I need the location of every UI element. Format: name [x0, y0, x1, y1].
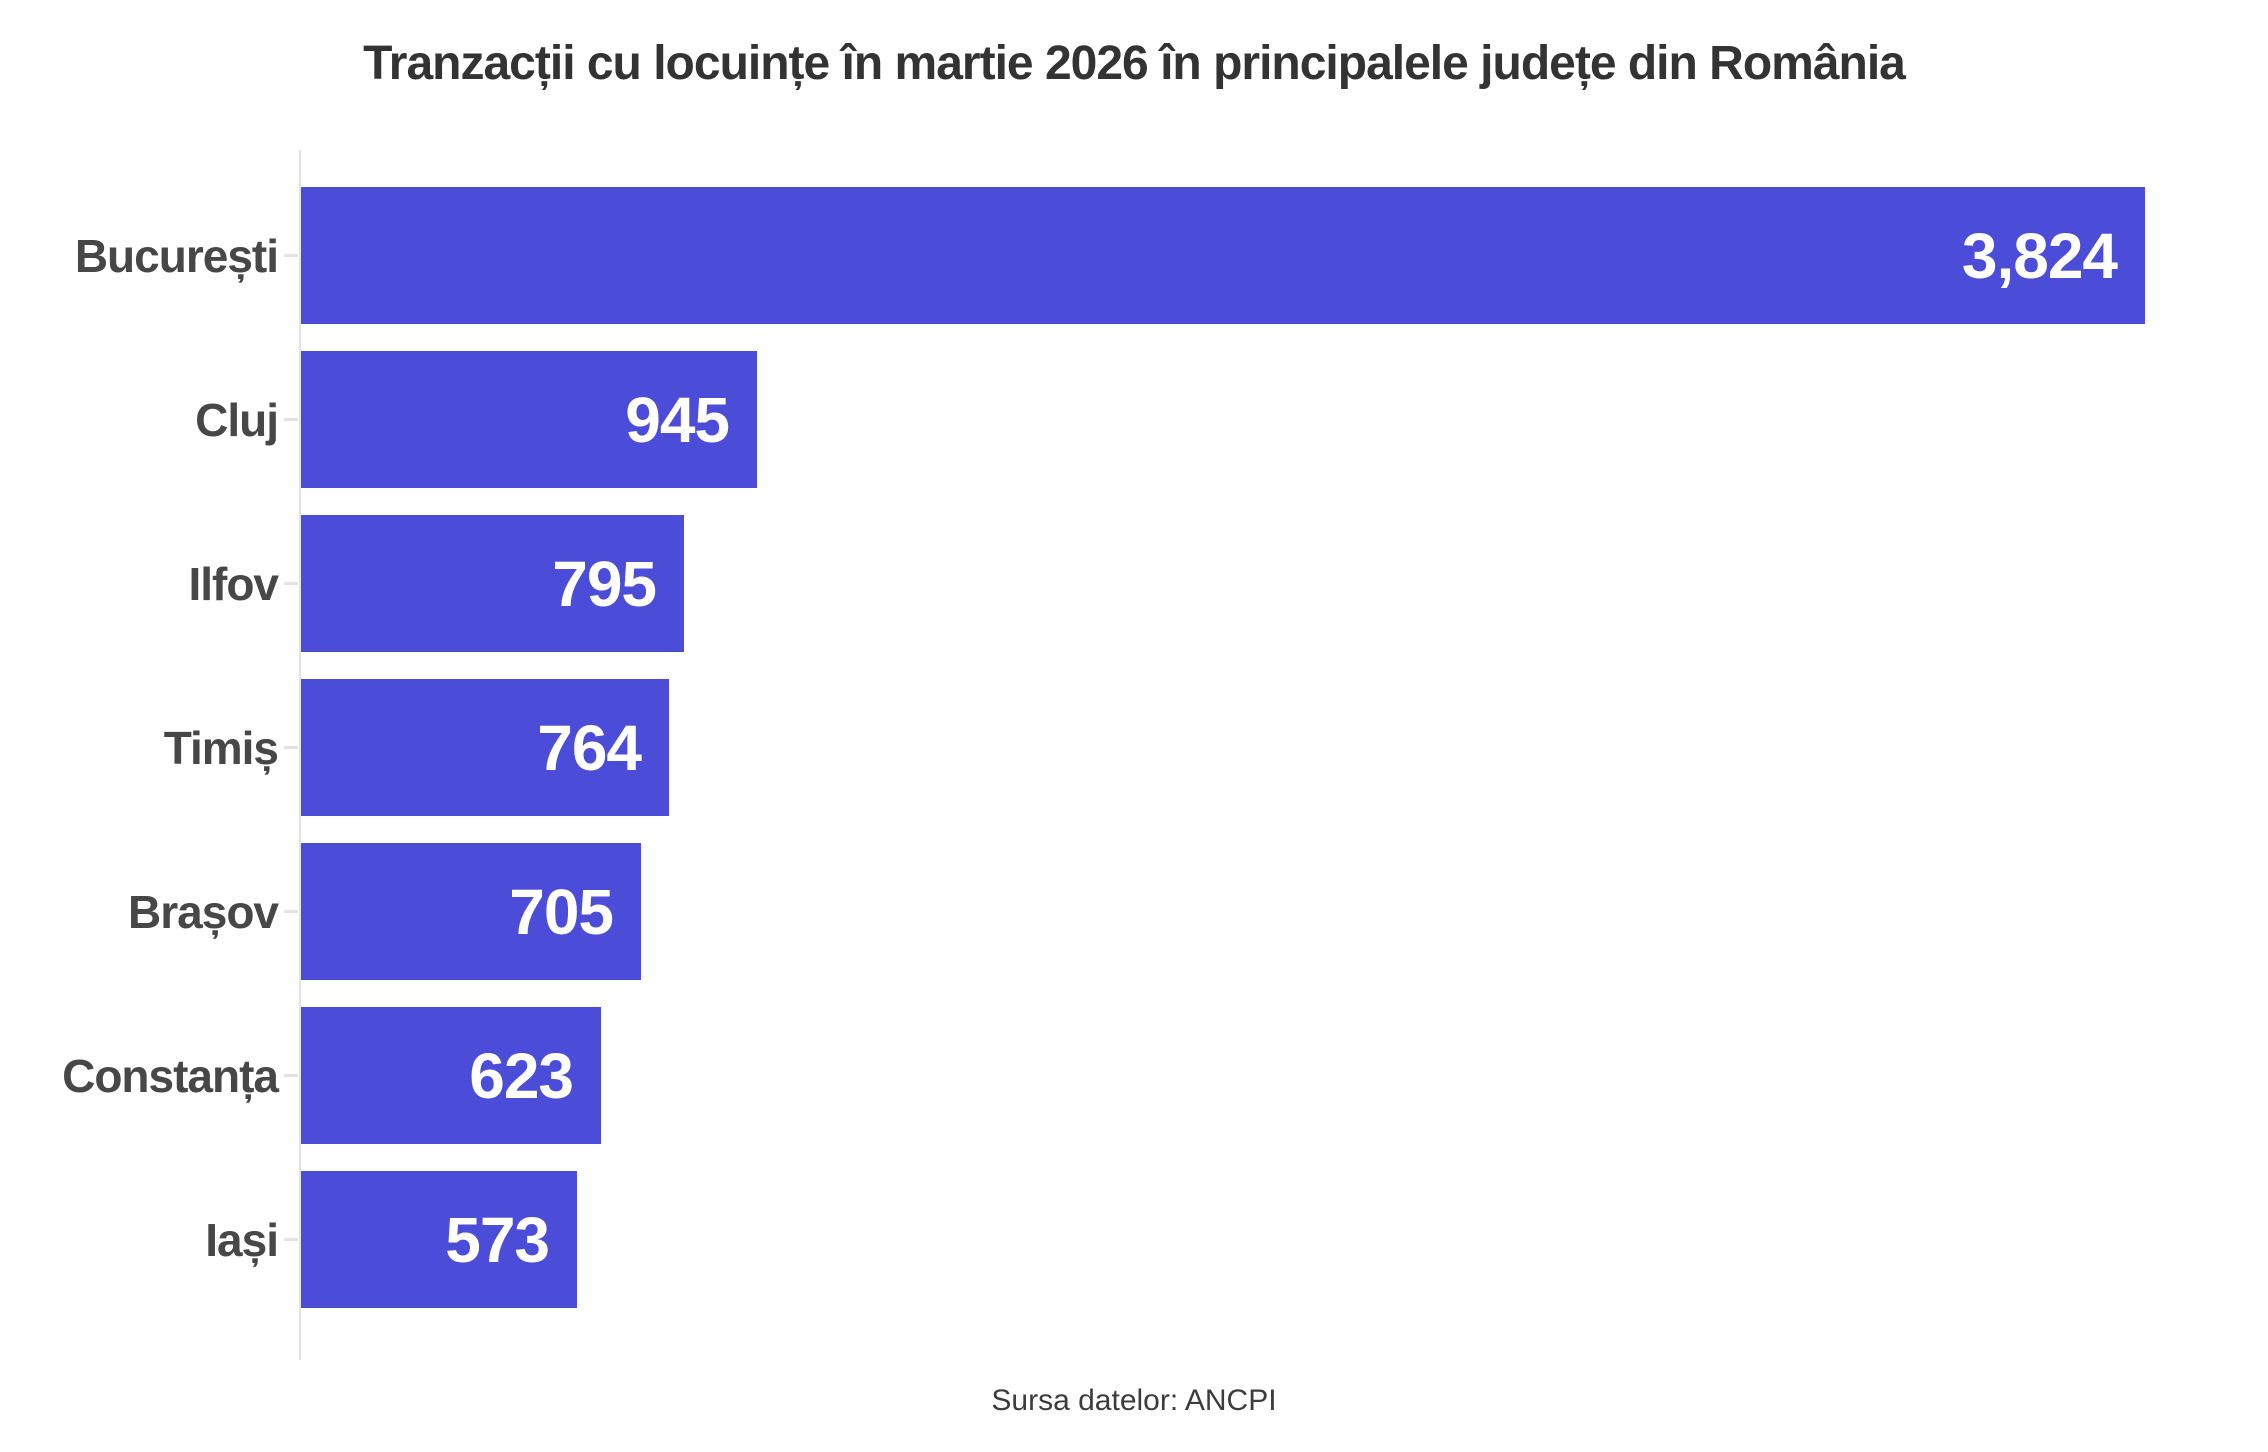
category-label: Iași — [205, 1213, 279, 1266]
category-label: Cluj — [195, 393, 279, 446]
value-label: 573 — [445, 1203, 550, 1276]
category-label: Timiș — [163, 721, 279, 774]
axis-tick — [284, 1074, 298, 1077]
bar[interactable]: 3,824 — [301, 187, 2145, 324]
bar-row: București 3,824 — [0, 187, 2268, 324]
source-caption: Sursa datelor: ANCPI — [991, 1384, 1277, 1417]
bar-row: Timiș 764 — [0, 679, 2268, 816]
axis-tick — [284, 418, 298, 421]
bar-row: Constanța 623 — [0, 1007, 2268, 1144]
value-label: 705 — [509, 875, 614, 948]
category-label: Brașov — [128, 885, 279, 938]
chart-title: Tranzacții cu locuințe în martie 2026 în… — [363, 37, 1906, 90]
y-axis-line — [299, 150, 301, 1360]
bar-row: Ilfov 795 — [0, 515, 2268, 652]
category-label: Constanța — [62, 1049, 279, 1102]
axis-tick — [284, 254, 298, 257]
bar-row: Iași 573 — [0, 1171, 2268, 1308]
axis-tick — [284, 746, 298, 749]
bar[interactable]: 945 — [301, 351, 757, 488]
category-label: București — [74, 229, 279, 282]
value-label: 795 — [552, 547, 657, 620]
axis-tick — [284, 582, 298, 585]
bar-row: Brașov 705 — [0, 843, 2268, 980]
value-label: 3,824 — [1961, 219, 2118, 292]
axis-tick — [284, 1238, 298, 1241]
axis-tick — [284, 910, 298, 913]
bar[interactable]: 705 — [301, 843, 641, 980]
bar[interactable]: 795 — [301, 515, 684, 652]
value-label: 945 — [625, 383, 730, 456]
bar[interactable]: 573 — [301, 1171, 577, 1308]
category-label: Ilfov — [188, 557, 279, 610]
bar[interactable]: 764 — [301, 679, 669, 816]
value-label: 764 — [537, 711, 642, 784]
bar[interactable]: 623 — [301, 1007, 601, 1144]
bar-row: Cluj 945 — [0, 351, 2268, 488]
value-label: 623 — [469, 1039, 574, 1112]
